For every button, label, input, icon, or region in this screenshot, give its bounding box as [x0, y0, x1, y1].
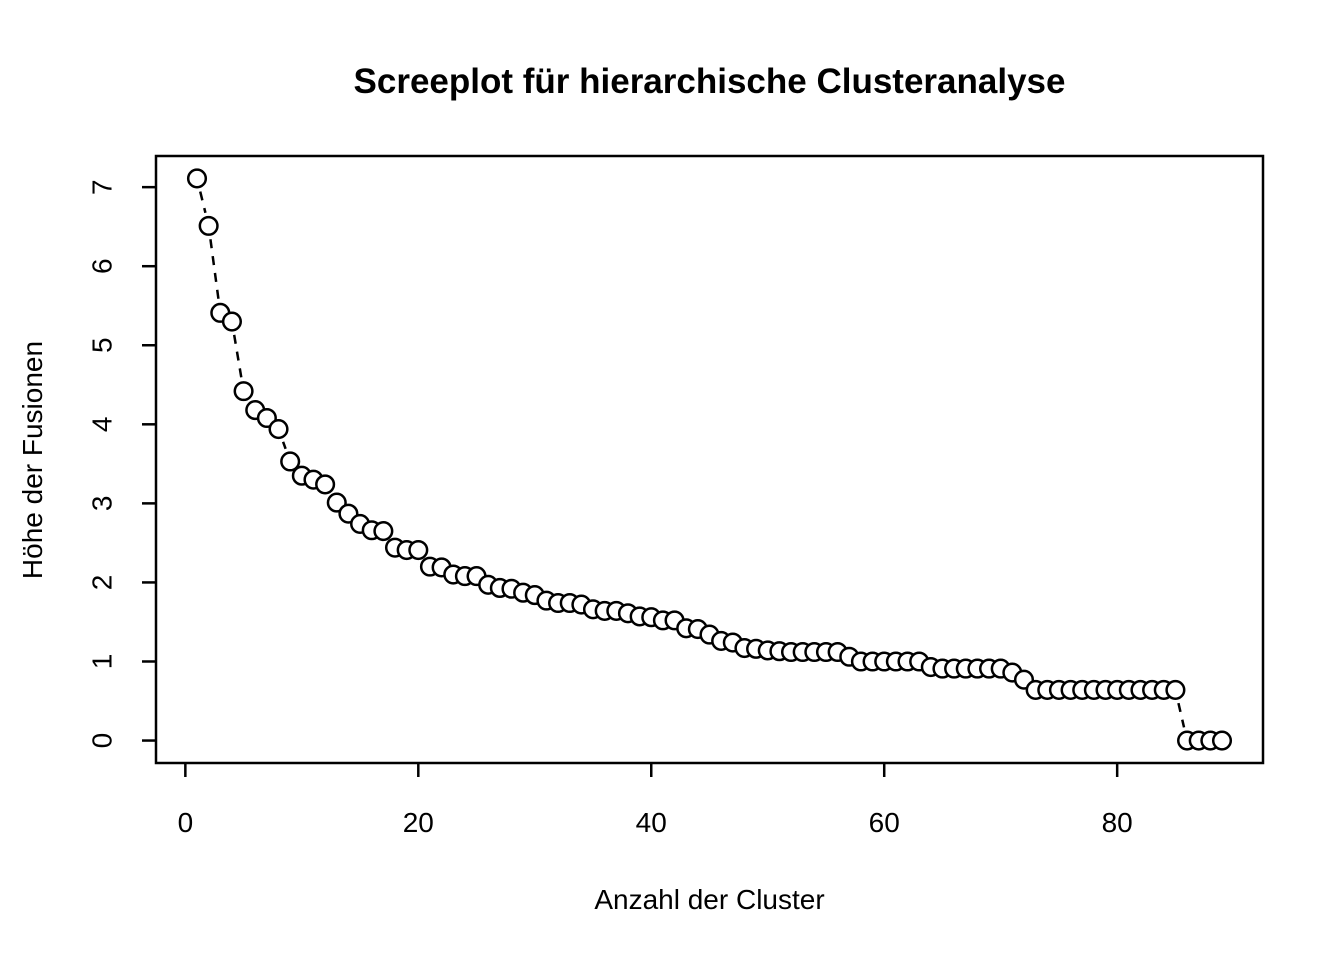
data-point: [315, 474, 336, 495]
x-tick-label: 0: [178, 807, 194, 838]
data-point: [268, 419, 289, 440]
connector-dash: [281, 441, 287, 450]
connector-dash: [1177, 702, 1186, 728]
data-point: [198, 215, 219, 236]
y-tick-label: 6: [87, 258, 118, 274]
x-tick-label: 20: [403, 807, 434, 838]
connector-line: [199, 191, 1186, 728]
data-points: [186, 168, 1233, 751]
x-tick-label: 80: [1102, 807, 1133, 838]
y-tick-label: 4: [87, 417, 118, 433]
y-tick-label: 2: [87, 575, 118, 591]
plot-box: [154, 154, 1265, 765]
x-axis-ticks: 0 20 40 60 80: [178, 763, 1133, 838]
connector-dash: [199, 191, 207, 214]
y-tick-label: 1: [87, 654, 118, 670]
data-point: [408, 539, 429, 561]
y-tick-label: 0: [87, 733, 118, 749]
x-axis-label: Anzahl der Cluster: [594, 884, 825, 915]
data-point: [233, 381, 254, 402]
data-point: [1211, 730, 1233, 751]
chart-title: Screeplot für hierarchische Clusteranaly…: [353, 62, 1066, 101]
y-tick-label: 5: [87, 337, 118, 353]
connector-dash: [209, 239, 220, 300]
y-axis-label: Höhe der Fusionen: [17, 340, 48, 580]
y-tick-label: 7: [87, 179, 118, 195]
data-point: [221, 311, 242, 332]
data-point: [280, 451, 301, 472]
data-point: [1165, 679, 1186, 701]
data-point: [186, 168, 208, 189]
connector-dash: [232, 334, 243, 379]
y-axis-ticks: 0 1 2 3 4 5 6 7: [87, 179, 156, 749]
x-tick-label: 60: [869, 807, 900, 838]
y-tick-label: 3: [87, 496, 118, 512]
data-point: [373, 520, 394, 542]
x-tick-label: 40: [636, 807, 667, 838]
